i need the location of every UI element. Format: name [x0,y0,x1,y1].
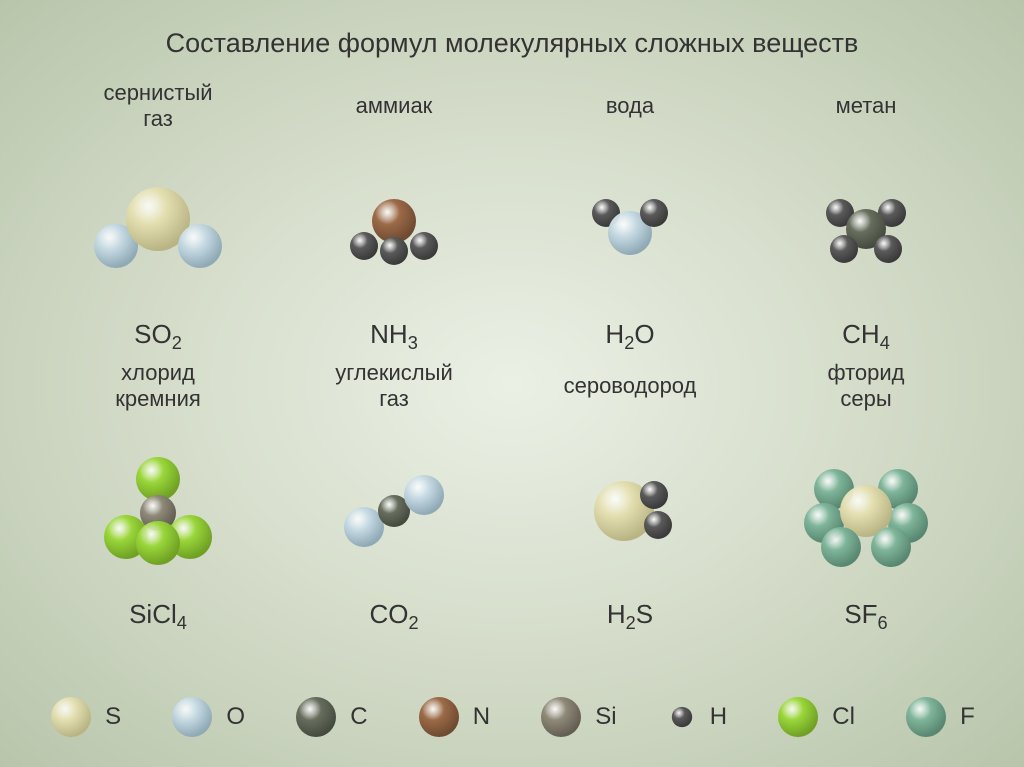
molecule-name: углекислыйгаз [335,359,452,413]
molecule-name: хлоридкремния [115,359,201,413]
molecule-formula: H2O [605,319,654,359]
molecule-cell: хлоридкремния SiCl4 [40,359,276,639]
legend-label: S [105,703,121,731]
molecule-cell: аммиак NH3 [276,79,512,359]
molecule-formula: NH3 [370,319,418,359]
molecule-diagram [304,161,484,291]
molecule-cell: сероводород H2S [512,359,748,639]
molecule-name: сернистыйгаз [103,79,212,133]
molecule-formula: SF6 [844,599,887,639]
legend-item: O [170,695,245,739]
atom-icon [666,701,698,733]
legend-item: F [904,695,975,739]
molecule-formula: H2S [607,599,653,639]
molecule-diagram [304,441,484,571]
molecule-cell: фторидсеры SF6 [748,359,984,639]
molecule-cell: вода H2O [512,79,748,359]
legend-label: Cl [832,703,855,731]
atom-icon [539,695,583,739]
legend-item: C [294,695,367,739]
atom-icon [776,695,820,739]
legend-label: F [960,703,975,731]
molecule-cell: метан CH4 [748,79,984,359]
molecule-name: фторидсеры [827,359,904,413]
atom-icon [417,695,461,739]
molecule-diagram [68,161,248,291]
legend-label: O [226,703,245,731]
legend-label: C [350,703,367,731]
legend-item: Si [539,695,616,739]
molecule-diagram [540,161,720,291]
legend-item: H [666,701,727,733]
molecule-diagram [540,441,720,571]
molecule-grid: сернистыйгаз SO2 аммиак NH3 вода H2O метан CH4 х… [0,79,1024,639]
page-title: Составление формул молекулярных сложных … [0,0,1024,59]
legend-label: N [473,703,490,731]
molecule-formula: SO2 [134,319,182,359]
molecule-diagram [68,441,248,571]
legend: S O C N Si H Cl F [0,695,1024,739]
atom-icon [904,695,948,739]
molecule-formula: CH4 [842,319,890,359]
molecule-formula: CO2 [369,599,418,639]
legend-label: H [710,703,727,731]
molecule-name: вода [606,79,654,133]
legend-item: N [417,695,490,739]
atom-icon [170,695,214,739]
molecule-name: сероводород [564,359,697,413]
molecule-cell: углекислыйгаз CO2 [276,359,512,639]
atom-icon [294,695,338,739]
legend-label: Si [595,703,616,731]
molecule-diagram [776,161,956,291]
molecule-name: аммиак [356,79,433,133]
legend-item: S [49,695,121,739]
molecule-diagram [776,441,956,571]
atom-icon [49,695,93,739]
legend-item: Cl [776,695,855,739]
molecule-name: метан [836,79,897,133]
molecule-cell: сернистыйгаз SO2 [40,79,276,359]
molecule-formula: SiCl4 [129,599,187,639]
